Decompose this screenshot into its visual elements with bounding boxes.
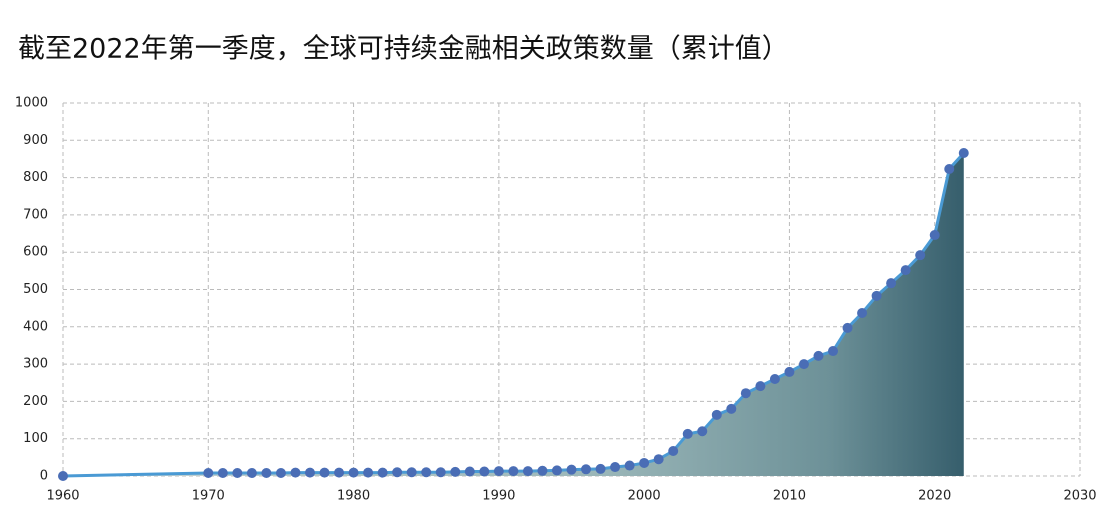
point (813, 350, 824, 361)
y-tick-label: 1000 (15, 96, 48, 111)
point (639, 457, 650, 468)
x-tick-label: 2010 (773, 489, 806, 504)
point (842, 322, 853, 333)
point (537, 465, 548, 476)
point (493, 466, 504, 477)
point (697, 426, 708, 437)
point (304, 467, 315, 478)
point (900, 265, 911, 276)
point (232, 468, 243, 479)
point (217, 468, 228, 479)
point (784, 366, 795, 377)
point (857, 307, 868, 318)
point (450, 466, 461, 477)
point (624, 460, 635, 471)
point (828, 346, 839, 357)
point (406, 467, 417, 478)
point (915, 250, 926, 261)
y-tick-label: 300 (23, 357, 48, 372)
point (522, 466, 533, 477)
point (421, 467, 432, 478)
x-tick-label: 2030 (1063, 489, 1096, 504)
point (566, 464, 577, 475)
point (740, 388, 751, 399)
point (944, 164, 955, 175)
point (319, 467, 330, 478)
point (508, 466, 519, 477)
point (581, 464, 592, 475)
area (63, 152, 964, 476)
point (871, 290, 882, 301)
point (261, 468, 272, 479)
x-tick-label: 2020 (918, 489, 951, 504)
x-tick-label: 1960 (46, 489, 79, 504)
point (392, 467, 403, 478)
point (275, 468, 286, 479)
x-tick-label: 2000 (628, 489, 661, 504)
y-tick-label: 700 (23, 207, 48, 222)
point (435, 467, 446, 478)
y-tick-label: 800 (23, 170, 48, 185)
point (464, 466, 475, 477)
point (479, 466, 490, 477)
point (653, 454, 664, 465)
point (726, 403, 737, 414)
y-tick-label: 500 (23, 282, 48, 297)
point (755, 381, 766, 392)
point (348, 467, 359, 478)
point (551, 465, 562, 476)
point (668, 446, 679, 457)
point (929, 230, 940, 241)
point (798, 359, 809, 370)
point (58, 471, 68, 481)
x-tick-label: 1990 (482, 489, 515, 504)
x-tick-label: 1980 (337, 489, 370, 504)
point (769, 374, 780, 385)
y-tick-label: 400 (23, 319, 48, 334)
point (886, 278, 897, 289)
y-tick-label: 0 (40, 469, 48, 484)
point (711, 409, 722, 420)
point (958, 147, 969, 158)
y-tick-label: 200 (23, 394, 48, 409)
point (682, 428, 693, 439)
chart-title: 截至2022年第一季度，全球可持续金融相关政策数量（累计值） (18, 34, 789, 65)
point (334, 467, 345, 478)
point (290, 467, 301, 478)
point (203, 468, 214, 479)
y-tick-label: 100 (23, 431, 48, 446)
point (377, 467, 388, 478)
point (363, 467, 374, 478)
point (610, 462, 621, 473)
point (595, 463, 606, 474)
x-tick-label: 1970 (192, 489, 225, 504)
point (246, 468, 257, 479)
y-tick-label: 600 (23, 245, 48, 260)
y-tick-label: 900 (23, 133, 48, 148)
